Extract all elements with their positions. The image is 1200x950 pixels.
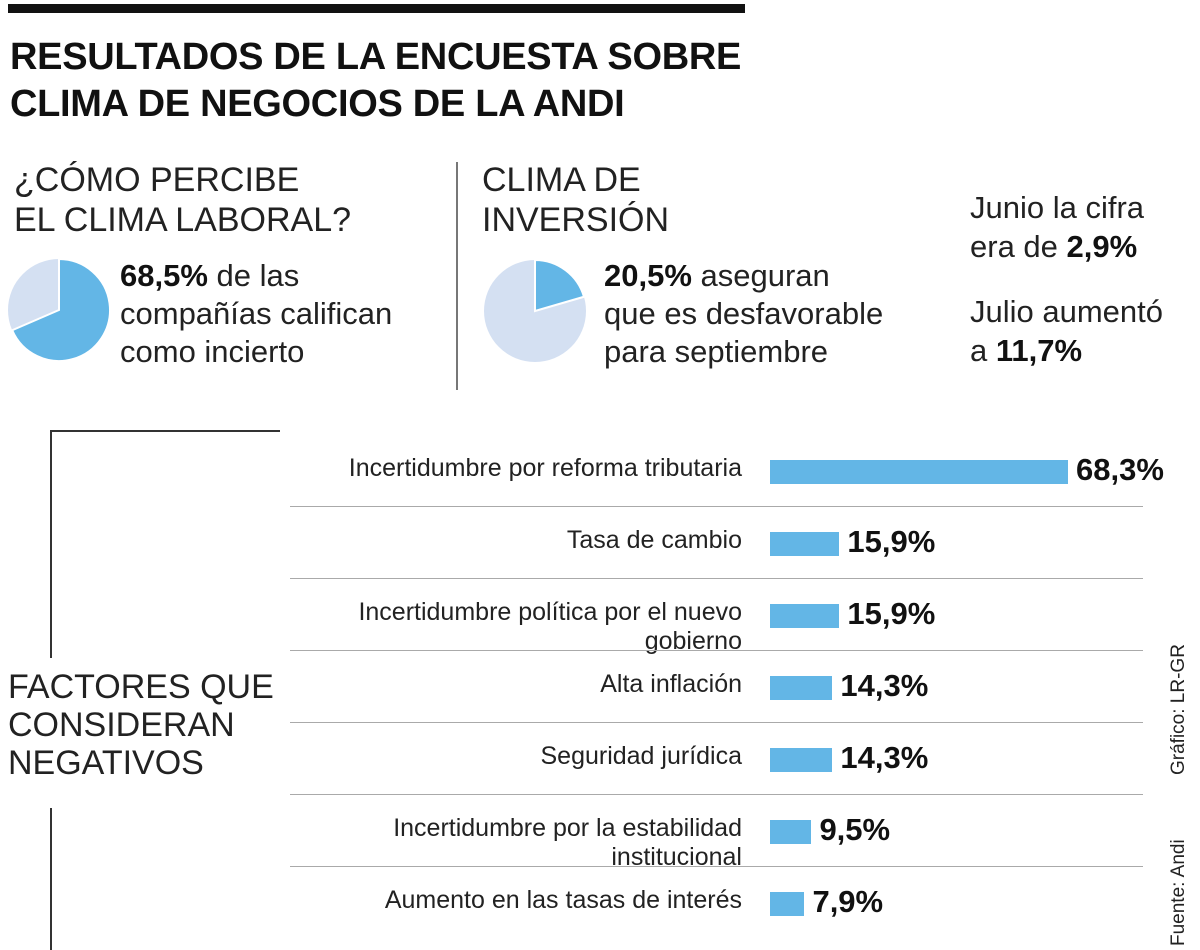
bar-1: [770, 460, 1068, 484]
page-title: RESULTADOS DE LA ENCUESTA SOBRE CLIMA DE…: [10, 34, 750, 128]
clima-inversion-text-line-1: aseguran: [691, 258, 830, 293]
junio-note-line-1: Junio la cifra: [970, 190, 1145, 225]
clima-inversion-value: 20,5%: [604, 258, 692, 293]
julio-value: 11,7%: [995, 333, 1083, 368]
bar-label-4: Alta inflación: [600, 670, 742, 698]
clima-laboral-text-line-1: de las: [207, 258, 300, 293]
junio-note-prefix: era de: [970, 229, 1067, 264]
bar-label-3: Incertidumbre política por el nuevo gobi…: [358, 598, 742, 655]
clima-laboral-value: 68,5%: [120, 258, 208, 293]
clima-inversion-heading-line-1: CLIMA DE: [482, 161, 641, 199]
julio-note: Julio aumentó a 11,7%: [970, 292, 1200, 370]
clima-laboral-text-line-2: compañías califican: [120, 296, 393, 331]
bracket-top-vertical: [50, 430, 52, 658]
bar-label-5: Seguridad jurídica: [540, 742, 742, 770]
bar-6: [770, 820, 812, 844]
bar-value-6: 9,5%: [819, 812, 891, 847]
clima-laboral-heading-line-1: ¿CÓMO PERCIBE: [14, 161, 300, 199]
clima-inversion-text-line-2: que es desfavorable: [604, 296, 884, 331]
section-divider: [456, 162, 458, 390]
bar-label-2: Tasa de cambio: [566, 526, 742, 554]
bar-4: [770, 676, 833, 700]
row-divider-4: [290, 722, 1143, 723]
clima-laboral-text-line-3: como incierto: [120, 334, 305, 369]
clima-laboral-pie: [8, 257, 111, 362]
top-rule: [8, 4, 745, 13]
clima-laboral-pie-slice: [10, 257, 111, 362]
bar-value-1: 68,3%: [1076, 452, 1164, 487]
row-divider-3: [290, 650, 1143, 651]
bar-label-6: Incertidumbre por la estabilidad institu…: [393, 814, 742, 871]
row-divider-5: [290, 794, 1143, 795]
clima-inversion-pie-slice: [534, 258, 586, 313]
page-title-line-2: CLIMA DE NEGOCIOS DE LA ANDI: [10, 83, 625, 125]
clima-inversion-text: 20,5% aseguran que es desfavorable para …: [604, 257, 883, 371]
junio-value: 2,9%: [1066, 229, 1138, 264]
source-credit: Fuente: Andi: [1168, 839, 1189, 946]
clima-inversion-heading: CLIMA DE INVERSIÓN: [482, 160, 669, 240]
bar-label-7: Aumento en las tasas de interés: [384, 886, 742, 914]
bar-2: [770, 532, 840, 556]
bracket-bottom-vertical: [50, 808, 52, 950]
bar-value-3: 15,9%: [847, 596, 936, 631]
junio-note: Junio la cifra era de 2,9%: [970, 188, 1144, 266]
clima-laboral-text: 68,5% de las compañías califican como in…: [120, 257, 392, 371]
factors-label-line-2: CONSIDERAN: [8, 706, 235, 744]
bar-5: [770, 748, 833, 772]
bar-value-7: 7,9%: [812, 884, 884, 919]
julio-note-prefix: a: [970, 333, 996, 368]
graphic-credit: Gráfico: LR-GR: [1168, 644, 1189, 775]
julio-note-line-1: Julio aumentó: [970, 294, 1164, 329]
row-divider-1: [290, 506, 1143, 507]
bar-value-4: 14,3%: [840, 668, 929, 703]
bar-3: [770, 604, 840, 628]
bar-value-2: 15,9%: [847, 524, 936, 559]
clima-inversion-heading-line-2: INVERSIÓN: [482, 201, 670, 239]
factors-label: FACTORES QUE CONSIDERAN NEGATIVOS: [8, 668, 274, 782]
bar-value-5: 14,3%: [840, 740, 929, 775]
page-title-line-1: RESULTADOS DE LA ENCUESTA SOBRE: [10, 36, 742, 78]
clima-inversion-pie: [484, 258, 586, 362]
clima-laboral-heading-line-2: EL CLIMA LABORAL?: [14, 201, 352, 239]
bracket-top-horizontal: [50, 430, 280, 432]
clima-laboral-heading: ¿CÓMO PERCIBE EL CLIMA LABORAL?: [14, 160, 351, 240]
bar-7: [770, 892, 805, 916]
factors-label-line-1: FACTORES QUE: [8, 668, 274, 706]
bar-label-1: Incertidumbre por reforma tributaria: [348, 454, 742, 482]
clima-inversion-text-line-3: para septiembre: [604, 334, 829, 369]
factors-label-line-3: NEGATIVOS: [8, 744, 204, 782]
row-divider-6: [290, 866, 1143, 867]
row-divider-2: [290, 578, 1143, 579]
